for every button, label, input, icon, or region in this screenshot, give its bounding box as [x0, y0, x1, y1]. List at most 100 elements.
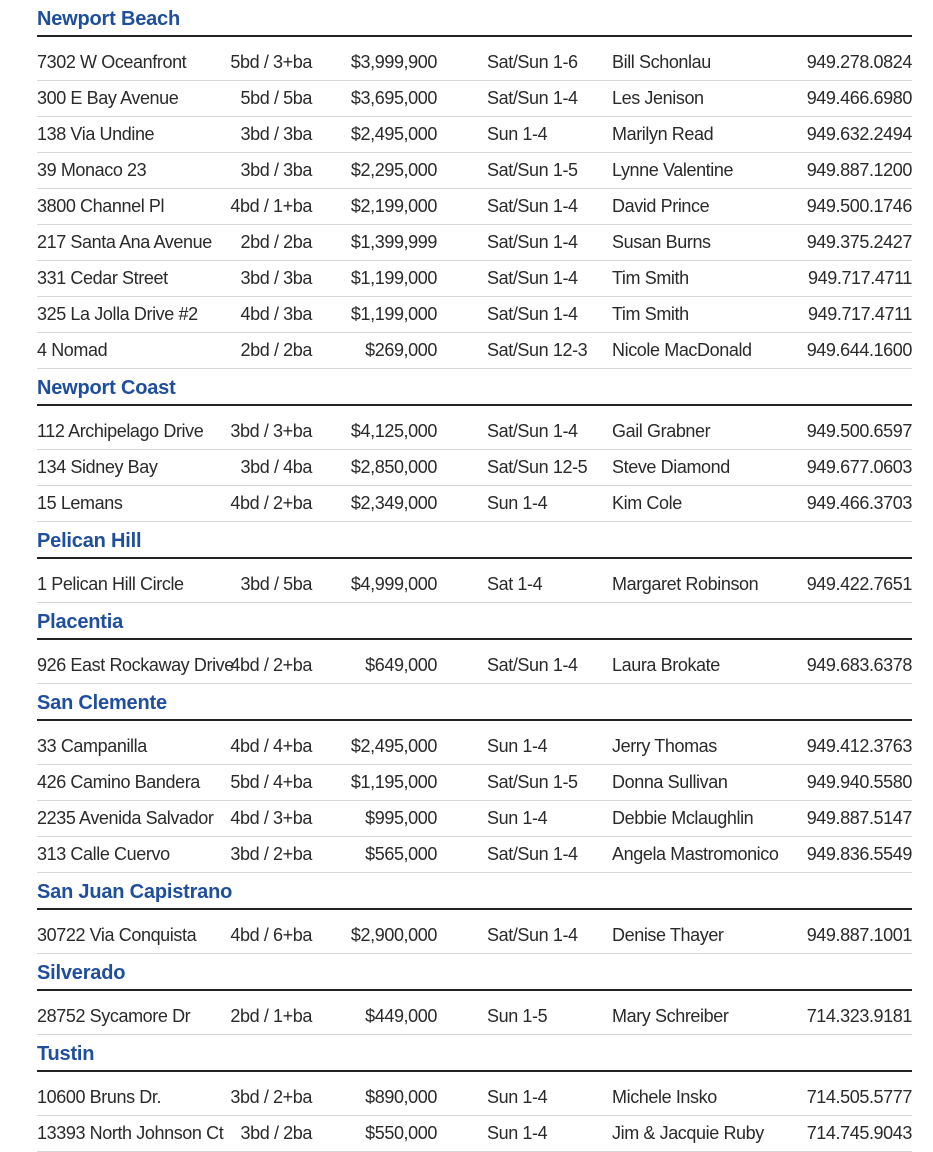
listing-row: 313 Calle Cuervo 3bd / 2+ba $565,000 Sat/Su… — [37, 837, 912, 873]
price: $890,000 — [365, 1087, 437, 1107]
open-house-time: Sat/Sun 1-4 — [487, 421, 578, 441]
beds-baths: 3bd / 2+ba — [230, 1087, 312, 1107]
price: $995,000 — [365, 808, 437, 828]
beds-baths: 5bd / 3+ba — [230, 52, 312, 72]
address: 39 Monaco 23 — [37, 160, 147, 180]
agent-phone: 949.836.5549 — [806, 844, 913, 864]
price: $1,199,000 — [350, 304, 437, 324]
address: 426 Camino Bandera — [37, 772, 200, 792]
address: 134 Sidney Bay — [37, 457, 158, 477]
address: 313 Calle Cuervo — [37, 844, 170, 864]
agent-phone: 949.683.6378 — [806, 655, 913, 675]
listing-row: 134 Sidney Bay 3bd / 4ba $2,850,000 Sat/Sun… — [37, 450, 912, 486]
price: $3,999,900 — [350, 52, 437, 72]
address: 112 Archipelago Drive — [37, 421, 204, 441]
listing-row: 28752 Sycamore Dr 2bd / 1+ba $449,000 Sun 1… — [37, 991, 912, 1035]
beds-baths: 4bd / 3+ba — [230, 808, 312, 828]
address: 30722 Via Conquista — [37, 925, 197, 945]
city-name: San Juan Capistrano — [37, 881, 233, 903]
section-heading: San Juan Capistrano — [37, 873, 912, 910]
price: $550,000 — [365, 1123, 437, 1143]
agent-phone: 949.412.3763 — [806, 736, 913, 756]
address: 7302 W Oceanfront — [37, 52, 187, 72]
address: 33 Campanilla — [37, 736, 147, 756]
beds-baths: 4bd / 3ba — [240, 304, 313, 324]
address: 926 East Rockaway Drive — [37, 655, 234, 675]
city-name: San Clemente — [37, 692, 167, 714]
listing-row: 2235 Avenida Salvador 4bd / 3+ba $995,000 S… — [37, 801, 912, 837]
agent-name: Les Jenison — [612, 88, 704, 108]
agent-name: Jim & Jacquie Ruby — [612, 1123, 764, 1143]
address: 2235 Avenida Salvador — [37, 808, 214, 828]
address: 300 E Bay Avenue — [37, 88, 179, 108]
listing-row: 33 Campanilla 4bd / 4+ba $2,495,000 Sun 1-4… — [37, 721, 912, 765]
open-house-time: Sat/Sun 1-6 — [487, 52, 578, 72]
agent-name: Gail Grabner — [612, 421, 711, 441]
beds-baths: 4bd / 2+ba — [230, 493, 312, 513]
open-house-time: Sat/Sun 1-4 — [487, 268, 578, 288]
city-name: Placentia — [37, 611, 124, 633]
agent-name: Susan Burns — [612, 232, 711, 252]
open-house-time: Sat/Sun 1-4 — [487, 232, 578, 252]
beds-baths: 5bd / 5ba — [240, 88, 313, 108]
price: $1,195,000 — [350, 772, 437, 792]
price: $449,000 — [365, 1006, 437, 1026]
beds-baths: 3bd / 3ba — [240, 268, 313, 288]
section-heading: Silverado — [37, 954, 912, 991]
beds-baths: 3bd / 4ba — [240, 457, 313, 477]
city-name: Pelican Hill — [37, 530, 142, 552]
open-house-time: Sat/Sun 1-5 — [487, 160, 578, 180]
city-name: Silverado — [37, 962, 126, 984]
price: $4,999,000 — [350, 574, 437, 594]
open-house-time: Sun 1-4 — [487, 736, 548, 756]
agent-name: Marilyn Read — [612, 124, 714, 144]
open-house-time: Sun 1-4 — [487, 493, 548, 513]
open-house-time: Sat/Sun 1-4 — [487, 655, 578, 675]
agent-name: Lynne Valentine — [612, 160, 734, 180]
listing-row: 15 Lemans 4bd / 2+ba $2,349,000 Sun 1-4 Kim … — [37, 486, 912, 522]
agent-phone: 949.677.0603 — [806, 457, 913, 477]
listing-row: 3800 Channel Pl 4bd / 1+ba $2,199,000 Sat/S… — [37, 189, 912, 225]
price: $2,850,000 — [350, 457, 437, 477]
listing-row: 138 Via Undine 3bd / 3ba $2,495,000 Sun 1-4… — [37, 117, 912, 153]
listing-row: 926 East Rockaway Drive 4bd / 2+ba $649,00… — [37, 640, 912, 684]
price: $1,199,000 — [350, 268, 437, 288]
agent-name: Angela Mastromonico — [612, 844, 779, 864]
address: 10600 Bruns Dr. — [37, 1087, 162, 1107]
price: $4,125,000 — [350, 421, 437, 441]
listing-row: 112 Archipelago Drive 3bd / 3+ba $4,125,00… — [37, 406, 912, 450]
agent-name: Tim Smith — [612, 268, 689, 288]
address: 28752 Sycamore Dr — [37, 1006, 191, 1026]
beds-baths: 3bd / 3ba — [240, 124, 313, 144]
listing-row: 300 E Bay Avenue 5bd / 5ba $3,695,000 Sat/S… — [37, 81, 912, 117]
open-house-time: Sat/Sun 1-4 — [487, 304, 578, 324]
open-house-time: Sat/Sun 1-4 — [487, 925, 578, 945]
agent-phone: 949.500.1746 — [806, 196, 913, 216]
open-house-time: Sun 1-5 — [487, 1006, 548, 1026]
address: 325 La Jolla Drive #2 — [37, 304, 198, 324]
section-heading: San Clemente — [37, 684, 912, 721]
open-house-time: Sat/Sun 1-5 — [487, 772, 578, 792]
beds-baths: 4bd / 6+ba — [230, 925, 312, 945]
listing-row: 39 Monaco 23 3bd / 3ba $2,295,000 Sat/Sun 1… — [37, 153, 912, 189]
address: 15 Lemans — [37, 493, 123, 513]
open-house-time: Sat/Sun 12-3 — [487, 340, 588, 360]
listing-row: 331 Cedar Street 3bd / 3ba $1,199,000 Sat/S… — [37, 261, 912, 297]
price: $2,495,000 — [350, 736, 437, 756]
open-house-time: Sun 1-4 — [487, 124, 548, 144]
agent-phone: 714.505.5777 — [806, 1087, 913, 1107]
beds-baths: 3bd / 5ba — [240, 574, 313, 594]
beds-baths: 3bd / 3ba — [240, 160, 313, 180]
agent-name: Jerry Thomas — [612, 736, 717, 756]
section-heading: Newport Coast — [37, 369, 912, 406]
beds-baths: 4bd / 1+ba — [230, 196, 312, 216]
listing-row: 10600 Bruns Dr. 3bd / 2+ba $890,000 Sun 1-4… — [37, 1072, 912, 1116]
agent-name: Nicole MacDonald — [612, 340, 752, 360]
city-name: Newport Coast — [37, 377, 176, 399]
agent-name: Steve Diamond — [612, 457, 730, 477]
agent-phone: 949.887.1200 — [806, 160, 913, 180]
agent-phone: 949.375.2427 — [806, 232, 913, 252]
beds-baths: 4bd / 4+ba — [230, 736, 312, 756]
agent-phone: 949.887.1001 — [806, 925, 913, 945]
agent-name: Denise Thayer — [612, 925, 724, 945]
